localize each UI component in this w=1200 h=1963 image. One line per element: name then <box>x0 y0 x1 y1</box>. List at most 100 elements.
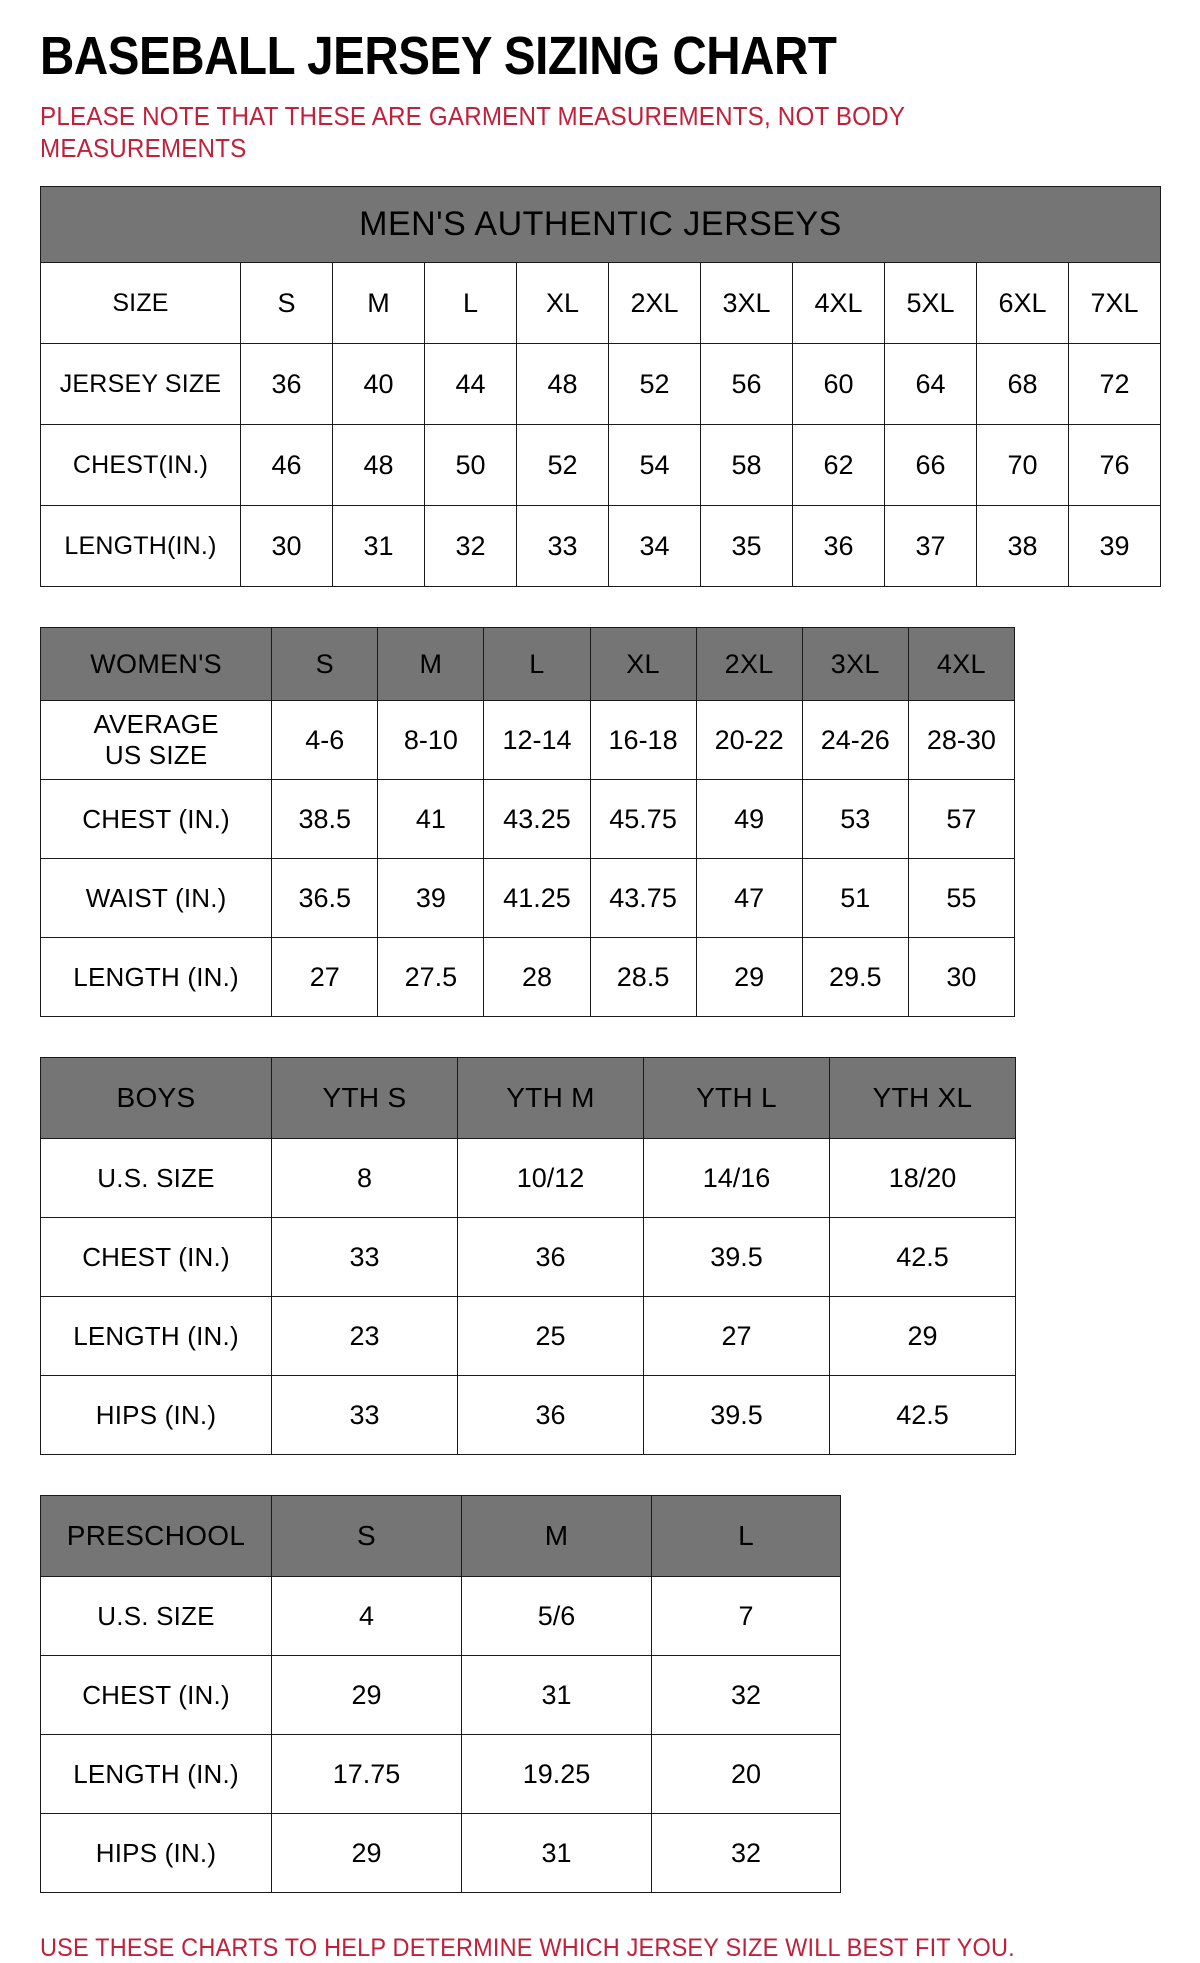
boys-length-2: 27 <box>643 1296 830 1376</box>
boys-size-col-0: YTH S <box>271 1057 458 1139</box>
boys-header-row: BOYS YTH S YTH M YTH L YTH XL <box>40 1057 1016 1139</box>
womens-row-label-length: LENGTH (IN.) <box>39 937 273 1017</box>
table-row: CHEST (IN.) 33 36 39.5 42.5 <box>40 1217 1016 1297</box>
mens-size-col-9: 7XL <box>1067 262 1162 344</box>
mens-jersey-size-8: 68 <box>976 343 1069 425</box>
mens-length-4: 34 <box>608 505 701 587</box>
table-row: WAIST (IN.) 36.5 39 41.25 43.75 47 51 55 <box>39 858 1016 938</box>
preschool-chest-2: 32 <box>651 1655 841 1735</box>
preschool-row-label-hips: HIPS (IN.) <box>40 1813 272 1893</box>
mens-length-0: 30 <box>240 505 333 587</box>
womens-size-col-1: M <box>377 627 485 701</box>
womens-length-1: 27.5 <box>377 937 485 1017</box>
preschool-us-size-0: 4 <box>271 1576 462 1656</box>
mens-length-8: 38 <box>976 505 1069 587</box>
preschool-length-0: 17.75 <box>271 1734 462 1814</box>
womens-chest-1: 41 <box>377 779 485 859</box>
preschool-hips-1: 31 <box>461 1813 652 1893</box>
mens-chest-4: 54 <box>608 424 701 506</box>
mens-chest-9: 76 <box>1067 424 1162 506</box>
table-row: LENGTH (IN.) 27 27.5 28 28.5 29 29.5 30 <box>39 937 1016 1017</box>
mens-size-header-row: SIZE S M L XL 2XL 3XL 4XL 5XL 6XL 7XL <box>40 262 1162 344</box>
footer-note: USE THESE CHARTS TO HELP DETERMINE WHICH… <box>40 1934 1015 1962</box>
mens-length-3: 33 <box>516 505 609 587</box>
mens-length-1: 31 <box>332 505 425 587</box>
mens-size-col-4: 2XL <box>608 262 701 344</box>
boys-chest-0: 33 <box>271 1217 458 1297</box>
boys-chest-1: 36 <box>457 1217 644 1297</box>
preschool-hips-2: 32 <box>651 1813 841 1893</box>
mens-size-col-5: 3XL <box>700 262 793 344</box>
womens-label-line2: US SIZE <box>104 740 208 770</box>
womens-length-6: 30 <box>907 937 1016 1017</box>
preschool-row-label-length: LENGTH (IN.) <box>40 1734 272 1814</box>
mens-jersey-size-3: 48 <box>516 343 609 425</box>
boys-size-col-3: YTH XL <box>829 1057 1016 1139</box>
womens-chest-6: 57 <box>907 779 1016 859</box>
preschool-us-size-1: 5/6 <box>461 1576 652 1656</box>
womens-us-size-2: 12-14 <box>483 700 591 780</box>
womens-us-size-0: 4-6 <box>271 700 379 780</box>
womens-row-label-waist: WAIST (IN.) <box>39 858 273 938</box>
table-row: LENGTH (IN.) 17.75 19.25 20 <box>40 1734 841 1814</box>
womens-waist-3: 43.75 <box>589 858 697 938</box>
measurement-disclaimer: PLEASE NOTE THAT THESE ARE GARMENT MEASU… <box>40 101 905 163</box>
boys-size-col-2: YTH L <box>643 1057 830 1139</box>
womens-length-5: 29.5 <box>801 937 909 1017</box>
mens-chest-3: 52 <box>516 424 609 506</box>
table-row: CHEST (IN.) 29 31 32 <box>40 1655 841 1735</box>
womens-size-col-6: 4XL <box>907 627 1016 701</box>
mens-size-col-1: M <box>332 262 425 344</box>
mens-length-7: 37 <box>884 505 977 587</box>
boys-length-3: 29 <box>829 1296 1016 1376</box>
womens-chest-3: 45.75 <box>589 779 697 859</box>
preschool-chest-0: 29 <box>271 1655 462 1735</box>
womens-length-4: 29 <box>695 937 803 1017</box>
boys-hips-2: 39.5 <box>643 1375 830 1455</box>
mens-jersey-size-4: 52 <box>608 343 701 425</box>
womens-chest-2: 43.25 <box>483 779 591 859</box>
boys-chest-3: 42.5 <box>829 1217 1016 1297</box>
womens-waist-1: 39 <box>377 858 485 938</box>
table-row: CHEST(IN.) 46 48 50 52 54 58 62 66 70 76 <box>40 424 1162 506</box>
table-row: HIPS (IN.) 33 36 39.5 42.5 <box>40 1375 1016 1455</box>
boys-corner-label: BOYS <box>40 1057 272 1139</box>
mens-size-col-2: L <box>424 262 517 344</box>
womens-header-row: WOMEN'S S M L XL 2XL 3XL 4XL <box>39 627 1016 701</box>
table-row: CHEST (IN.) 38.5 41 43.25 45.75 49 53 57 <box>39 779 1016 859</box>
womens-chest-4: 49 <box>695 779 803 859</box>
womens-row-label-chest: CHEST (IN.) <box>39 779 273 859</box>
mens-jersey-size-2: 44 <box>424 343 517 425</box>
boys-hips-3: 42.5 <box>829 1375 1016 1455</box>
womens-us-size-6: 28-30 <box>907 700 1016 780</box>
womens-chest-0: 38.5 <box>271 779 379 859</box>
mens-size-col-0: S <box>240 262 333 344</box>
womens-label-line1: AVERAGE <box>93 709 219 739</box>
mens-jersey-size-6: 60 <box>792 343 885 425</box>
mens-sizing-table: MEN'S AUTHENTIC JERSEYS SIZE S M L XL 2X… <box>39 186 1162 587</box>
preschool-us-size-2: 7 <box>651 1576 841 1656</box>
mens-size-col-7: 5XL <box>884 262 977 344</box>
preschool-size-col-0: S <box>271 1495 462 1577</box>
mens-corner-label: SIZE <box>40 262 241 344</box>
mens-banner-label: MEN'S AUTHENTIC JERSEYS <box>39 186 1162 263</box>
table-row: LENGTH (IN.) 23 25 27 29 <box>40 1296 1016 1376</box>
womens-length-0: 27 <box>271 937 379 1017</box>
mens-chest-0: 46 <box>240 424 333 506</box>
boys-row-label-us-size: U.S. SIZE <box>40 1138 272 1218</box>
mens-row-label-length: LENGTH(IN.) <box>40 505 241 587</box>
mens-length-9: 39 <box>1067 505 1162 587</box>
preschool-corner-label: PRESCHOOL <box>40 1495 272 1577</box>
mens-size-col-6: 4XL <box>792 262 885 344</box>
preschool-size-col-1: M <box>461 1495 652 1577</box>
womens-corner-label: WOMEN'S <box>39 627 273 701</box>
preschool-hips-0: 29 <box>271 1813 462 1893</box>
mens-chest-7: 66 <box>884 424 977 506</box>
table-row: U.S. SIZE 8 10/12 14/16 18/20 <box>40 1138 1016 1218</box>
table-row: AVERAGE US SIZE 4-6 8-10 12-14 16-18 20-… <box>39 700 1016 780</box>
womens-waist-4: 47 <box>695 858 803 938</box>
mens-length-6: 36 <box>792 505 885 587</box>
table-row: U.S. SIZE 4 5/6 7 <box>40 1576 841 1656</box>
preschool-size-col-2: L <box>651 1495 841 1577</box>
mens-jersey-size-7: 64 <box>884 343 977 425</box>
